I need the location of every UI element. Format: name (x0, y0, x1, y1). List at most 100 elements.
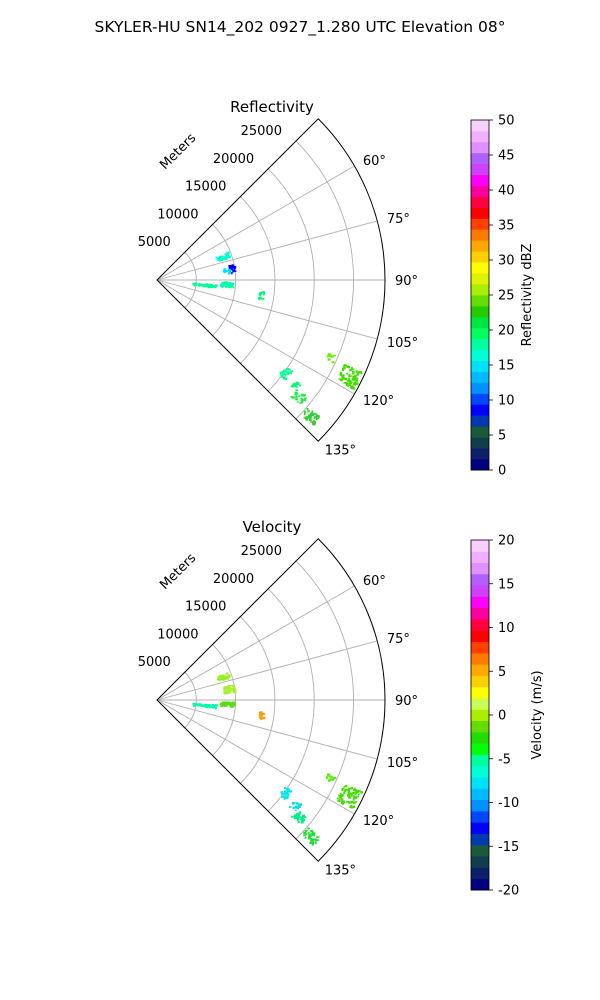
velocity-echo-pixel (360, 792, 363, 794)
reflectivity-colorbar-segment (471, 360, 489, 372)
velocity-range-tick-label: 25000 (241, 544, 282, 559)
velocity-echo-pixel (294, 806, 298, 809)
velocity-echo-pixel (193, 704, 196, 707)
velocity-echo-pixel (229, 704, 232, 707)
velocity-colorbar-tick-label: -15 (498, 840, 519, 855)
velocity-echo-pixel (343, 791, 346, 795)
velocity-echo-pixel (226, 702, 230, 705)
velocity-echo-pixel (283, 796, 286, 798)
velocity-echo-pixel (192, 703, 196, 706)
velocity-echo-pixel (297, 819, 299, 822)
velocity-colorbar-tick-label: 10 (498, 621, 515, 636)
reflectivity-echo-pixel (355, 382, 359, 385)
reflectivity-echo-pixel (233, 268, 236, 270)
velocity-echo-pixel (341, 799, 344, 803)
reflectivity-echo-pixel (355, 377, 359, 380)
reflectivity-echo-pixel (227, 283, 230, 286)
reflectivity-echo-pixel (315, 414, 319, 417)
reflectivity-echo-pixel (327, 354, 330, 357)
velocity-colorbar-segment (471, 743, 489, 755)
reflectivity-colorbar-tick-label: 10 (498, 394, 515, 409)
velocity-echo-pixel (310, 833, 314, 835)
velocity-echo-pixel (223, 689, 226, 692)
velocity-echo-pixel (352, 789, 356, 792)
reflectivity-echo-pixel (348, 374, 351, 377)
velocity-echo-pixel (222, 677, 225, 680)
reflectivity-echo-pixel (308, 418, 312, 421)
reflectivity-colorbar-segment (471, 218, 489, 230)
velocity-echo-pixel (233, 687, 236, 690)
velocity-echo-pixel (353, 801, 356, 805)
velocity-echo-pixel (233, 690, 237, 694)
velocity-echo-pixel (260, 717, 263, 720)
velocity-echo-pixel (200, 705, 202, 707)
velocity-axis-labels: 5000 10000 15000 20000 25000 60° 75° 90° 105° 120… (138, 544, 418, 879)
reflectivity-echo-pixel (233, 266, 236, 269)
reflectivity-echo-pixel (352, 385, 355, 388)
reflectivity-colorbar-segment (471, 174, 489, 187)
velocity-radial-gridline (156, 585, 355, 701)
velocity-echo-pixel (260, 714, 263, 717)
velocity-echo (288, 801, 302, 812)
velocity-echo (280, 786, 293, 800)
velocity-echo-pixel (354, 801, 358, 803)
reflectivity-echo-pixel (228, 265, 231, 268)
reflectivity-echo-pixel (353, 382, 355, 386)
velocity-echo-pixel (298, 804, 302, 807)
velocity-colorbar-label: Velocity (m/s) (530, 670, 545, 759)
velocity-range-tick-label: 15000 (185, 600, 226, 615)
reflectivity-echo-pixel (351, 373, 355, 375)
reflectivity-echo-pixel (307, 415, 311, 419)
reflectivity-echo-pixel (312, 420, 316, 423)
velocity-echo-pixel (231, 701, 235, 705)
velocity-echo-pixel (294, 817, 298, 819)
reflectivity-echo-pixel (219, 259, 223, 261)
reflectivity-echo-pixel (221, 285, 224, 289)
reflectivity-echo-pixel (333, 354, 336, 357)
reflectivity-colorbar-tick-label: 15 (498, 359, 515, 374)
velocity-echo-pixel (313, 833, 315, 837)
reflectivity-echo-pixel (298, 395, 301, 398)
velocity-colorbar-segment (471, 777, 489, 789)
velocity-echo-pixel (354, 793, 357, 796)
reflectivity-colorbar-segment (471, 327, 489, 340)
reflectivity-echo-pixel (203, 284, 206, 287)
reflectivity-echo-pixel (232, 286, 235, 289)
reflectivity-echo-pixel (205, 283, 208, 286)
velocity-title: Velocity (243, 518, 302, 536)
velocity-colorbar-tick-label: 0 (498, 709, 506, 724)
velocity-sector-outline (156, 538, 386, 862)
reflectivity-echo-pixel (292, 383, 295, 386)
velocity-echo-pixel (196, 704, 199, 707)
velocity-echo-pixel (260, 711, 263, 713)
velocity-azimuth-tick-label: 135° (325, 864, 356, 879)
reflectivity-echo-pixel (341, 374, 345, 377)
velocity-echo-pixel (219, 678, 223, 681)
velocity-colorbar-segment (471, 551, 489, 563)
reflectivity-echo-pixel (228, 271, 232, 274)
velocity-echo-pixel (341, 798, 344, 800)
velocity-echo-pixel (317, 836, 320, 838)
velocity-echo-pixel (195, 704, 197, 706)
reflectivity-echo-pixel (311, 410, 314, 413)
velocity-echo-pixel (262, 716, 266, 720)
reflectivity-echo-pixel (331, 361, 335, 364)
velocity-grid (156, 560, 385, 840)
velocity-echo-pixel (198, 704, 201, 707)
velocity-colorbar-tick-label: 15 (498, 577, 515, 592)
reflectivity-echo-pixel (200, 284, 204, 287)
velocity-colorbar-tick-label: -20 (498, 884, 519, 899)
reflectivity-echo-pixel (304, 397, 307, 399)
reflectivity-echo-pixel (296, 382, 300, 385)
reflectivity-echo-pixel (341, 377, 345, 379)
velocity-colorbar-tick-label: 5 (498, 665, 506, 680)
velocity-echo (325, 773, 337, 782)
reflectivity-colorbar-segment (471, 404, 489, 416)
velocity-colorbar-tick-label: -5 (498, 752, 511, 767)
velocity-colorbar-segment (471, 833, 489, 846)
reflectivity-echo-pixel (351, 366, 353, 369)
velocity-echo-pixel (286, 787, 289, 791)
reflectivity-echo-pixel (288, 368, 291, 371)
velocity-colorbar-segment (471, 585, 489, 597)
reflectivity-echo-pixel (341, 375, 344, 378)
